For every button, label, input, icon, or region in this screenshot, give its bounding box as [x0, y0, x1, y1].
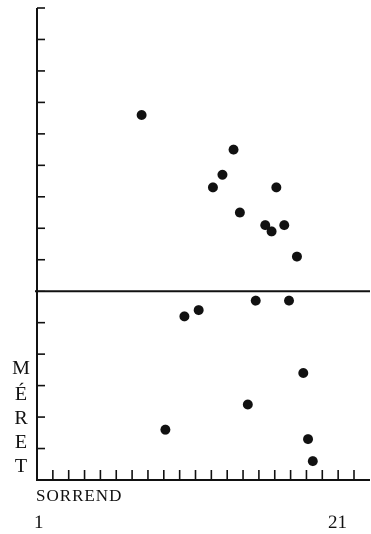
y-axis-letter-r: R — [14, 407, 28, 429]
data-point-3 — [179, 311, 190, 322]
y-axis-letter-e-acute: É — [14, 383, 28, 405]
x-tick-label-min: 1 — [34, 512, 44, 533]
x-axis-title: SORREND — [36, 486, 123, 505]
data-point-17 — [298, 368, 309, 379]
data-point-2 — [160, 424, 171, 435]
y-axis-letter-m: M — [12, 357, 30, 379]
data-point-14 — [279, 220, 290, 231]
y-axis-letter-t: T — [14, 455, 28, 477]
data-point-18 — [303, 434, 314, 445]
data-point-9 — [242, 399, 253, 410]
data-point-10 — [250, 295, 261, 306]
data-point-4 — [193, 305, 204, 316]
data-point-6 — [217, 169, 228, 180]
data-point-7 — [228, 144, 239, 155]
data-point-8 — [234, 207, 245, 218]
data-point-15 — [284, 295, 295, 306]
data-point-13 — [271, 182, 282, 193]
data-point-1 — [136, 109, 147, 120]
data-point-19 — [307, 456, 318, 467]
x-tick-label-max: 21 — [328, 512, 347, 533]
data-point-11 — [260, 220, 271, 231]
data-point-12 — [266, 226, 277, 237]
y-axis-letter-e: E — [14, 431, 28, 453]
data-point-16 — [291, 251, 302, 262]
data-point-5 — [207, 182, 218, 193]
